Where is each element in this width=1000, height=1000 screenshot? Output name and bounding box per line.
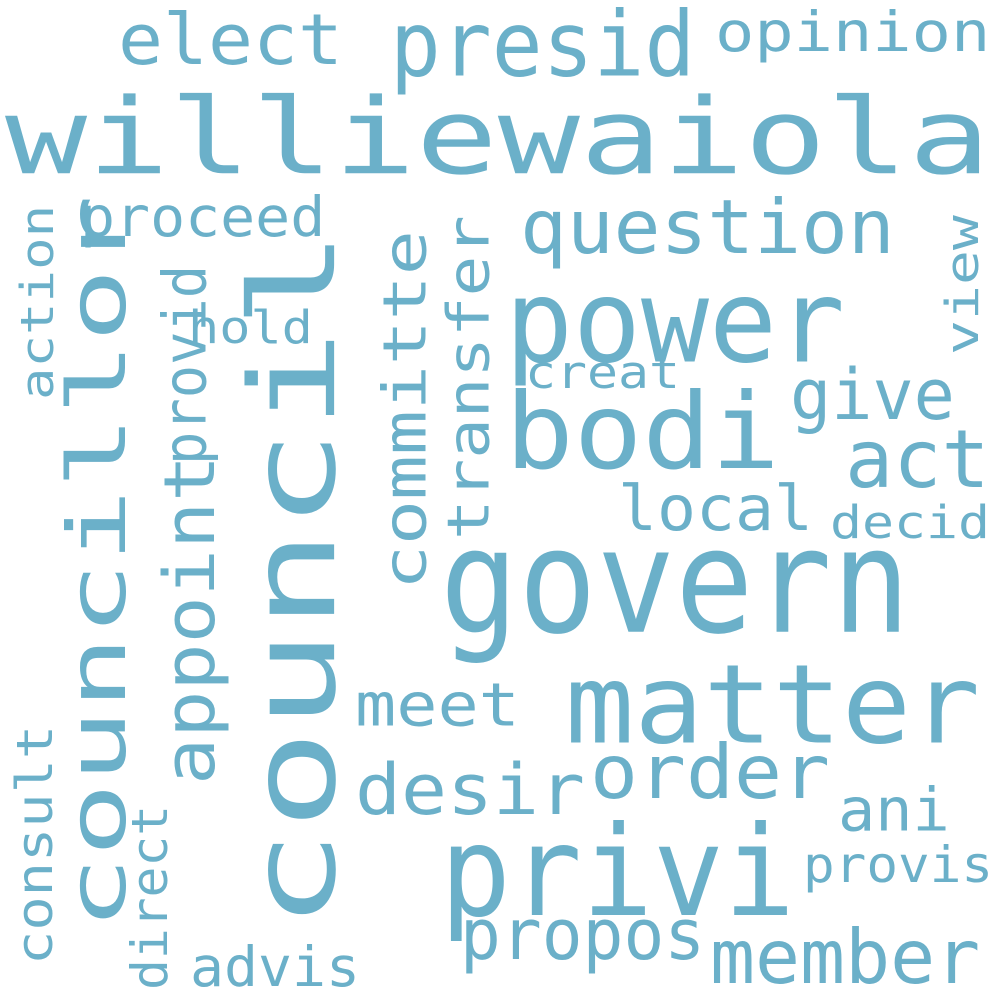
word-question: question [520, 183, 895, 271]
word-consult: consult [5, 724, 65, 965]
word-order: order [590, 728, 831, 816]
word-committe: committe [369, 230, 440, 590]
word-direct: direct [120, 804, 180, 990]
word-member: member [710, 913, 981, 1000]
word-appoint: appoint [148, 454, 231, 785]
word-privi: privi [440, 798, 796, 945]
word-advis: advis [190, 935, 361, 1000]
word-propos: propos [460, 893, 706, 976]
word-desir: desir [355, 748, 586, 831]
word-opinion: opinion [715, 0, 991, 65]
word-provis: provis [803, 835, 994, 894]
word-creat: creat [525, 345, 681, 399]
word-give: give [790, 353, 955, 436]
word-ani: ani [838, 774, 950, 845]
word-proceed: proceed [80, 185, 326, 250]
word-govern: govern [440, 496, 911, 667]
word-meet: meet [355, 669, 520, 740]
word-bodi: bodi [505, 370, 780, 494]
word-power: power [505, 254, 846, 390]
word-williewaiola: williewaiola [5, 75, 991, 199]
word-matter: matter [565, 640, 981, 769]
word-elect: elect [118, 0, 344, 81]
word-local: local [618, 472, 814, 545]
word-view: view [935, 215, 989, 355]
word-action: action [10, 204, 64, 400]
word-provid: provid [149, 264, 220, 465]
word-decid: decid [830, 495, 991, 549]
word-transfer: transfer [434, 215, 503, 541]
word-presid: presid [390, 0, 696, 98]
word-act: act [845, 412, 990, 507]
word-hold: hold [188, 300, 313, 354]
